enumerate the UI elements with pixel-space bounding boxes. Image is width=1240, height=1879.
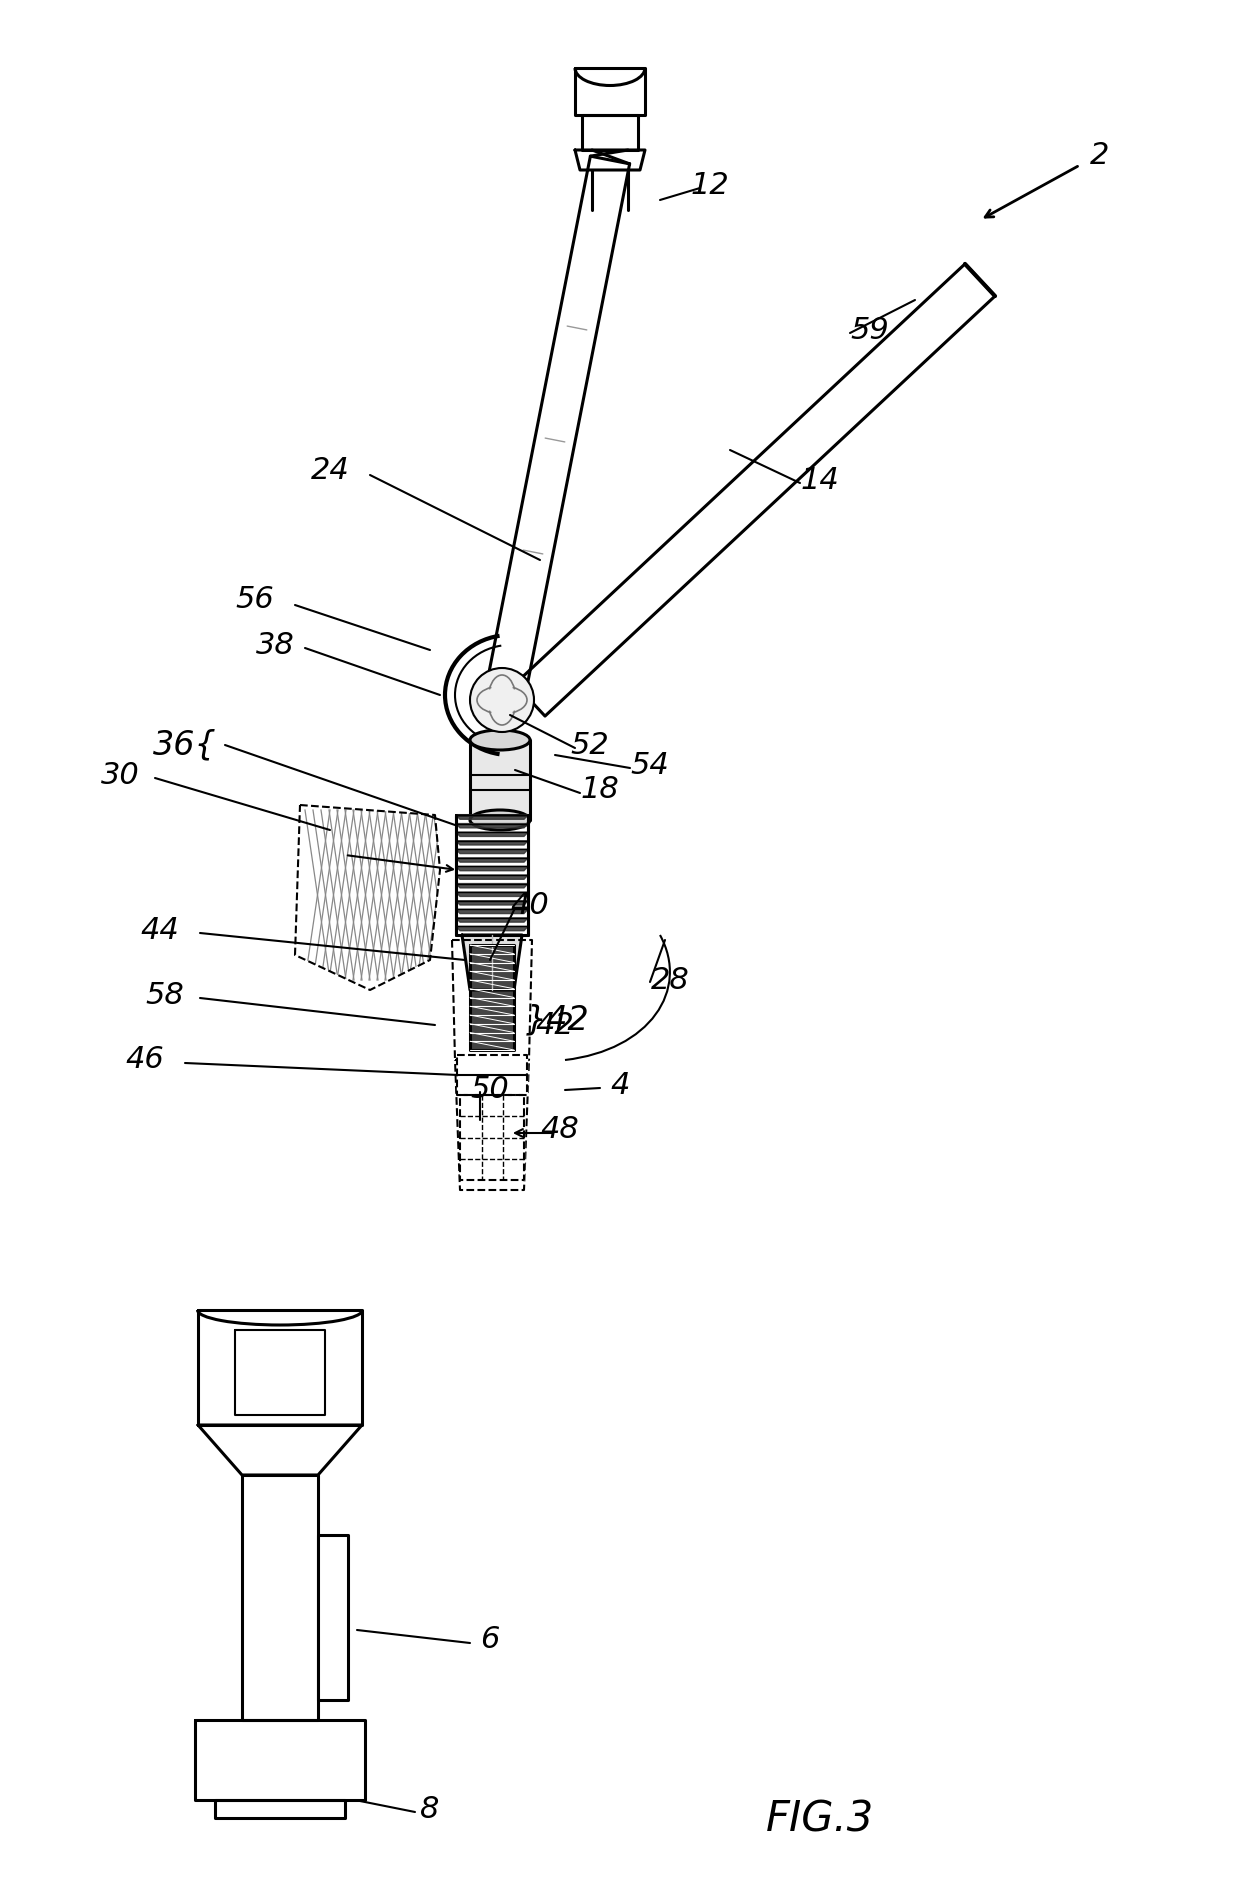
Polygon shape bbox=[195, 1719, 365, 1800]
Text: 52: 52 bbox=[570, 731, 609, 759]
Text: 44: 44 bbox=[140, 915, 180, 945]
Polygon shape bbox=[456, 840, 528, 846]
Text: 54: 54 bbox=[631, 750, 670, 780]
Text: 38: 38 bbox=[255, 631, 294, 660]
Polygon shape bbox=[242, 1475, 317, 1719]
Polygon shape bbox=[456, 815, 528, 819]
Polygon shape bbox=[456, 815, 528, 936]
Text: 2: 2 bbox=[1090, 141, 1110, 169]
Polygon shape bbox=[295, 804, 440, 990]
Polygon shape bbox=[453, 940, 532, 1060]
Polygon shape bbox=[198, 1310, 362, 1424]
Text: 50: 50 bbox=[471, 1075, 510, 1105]
Text: 30: 30 bbox=[100, 761, 139, 789]
Text: 4: 4 bbox=[610, 1071, 630, 1099]
Polygon shape bbox=[480, 156, 630, 723]
Polygon shape bbox=[456, 849, 528, 853]
Text: }42: }42 bbox=[526, 1003, 590, 1037]
Polygon shape bbox=[456, 823, 528, 829]
Text: 6: 6 bbox=[480, 1625, 500, 1655]
Polygon shape bbox=[456, 866, 528, 870]
Text: 40: 40 bbox=[511, 891, 549, 919]
Text: 58: 58 bbox=[145, 981, 185, 1009]
Polygon shape bbox=[456, 909, 528, 913]
Polygon shape bbox=[455, 1060, 529, 1189]
Text: 42: 42 bbox=[536, 1011, 574, 1039]
Polygon shape bbox=[456, 832, 528, 836]
Polygon shape bbox=[470, 740, 529, 819]
Text: 28: 28 bbox=[651, 966, 689, 994]
Polygon shape bbox=[456, 893, 528, 896]
Text: 56: 56 bbox=[236, 586, 274, 614]
Polygon shape bbox=[456, 900, 528, 906]
Polygon shape bbox=[470, 945, 515, 1050]
Text: 59: 59 bbox=[851, 316, 889, 344]
Polygon shape bbox=[456, 917, 528, 923]
Polygon shape bbox=[463, 936, 522, 990]
Circle shape bbox=[470, 669, 534, 733]
Polygon shape bbox=[456, 926, 528, 930]
Polygon shape bbox=[236, 1330, 325, 1415]
Text: 24: 24 bbox=[311, 455, 350, 485]
Polygon shape bbox=[317, 1535, 348, 1700]
Polygon shape bbox=[575, 68, 645, 115]
Text: 48: 48 bbox=[541, 1116, 579, 1144]
Polygon shape bbox=[198, 1424, 362, 1475]
Polygon shape bbox=[456, 859, 528, 862]
Polygon shape bbox=[456, 876, 528, 879]
Polygon shape bbox=[215, 1800, 345, 1819]
Polygon shape bbox=[575, 150, 645, 169]
Ellipse shape bbox=[470, 731, 529, 750]
Polygon shape bbox=[515, 263, 994, 716]
Text: FIG.3: FIG.3 bbox=[766, 1798, 874, 1841]
Polygon shape bbox=[460, 1095, 525, 1180]
Text: 36{: 36{ bbox=[153, 729, 217, 761]
Text: 8: 8 bbox=[420, 1796, 440, 1825]
Text: 46: 46 bbox=[125, 1045, 165, 1075]
Polygon shape bbox=[582, 115, 639, 150]
Polygon shape bbox=[456, 883, 528, 889]
Polygon shape bbox=[458, 1054, 527, 1095]
Text: 12: 12 bbox=[691, 171, 729, 199]
Ellipse shape bbox=[470, 810, 529, 831]
Text: 18: 18 bbox=[580, 776, 619, 804]
Text: 14: 14 bbox=[801, 466, 839, 494]
